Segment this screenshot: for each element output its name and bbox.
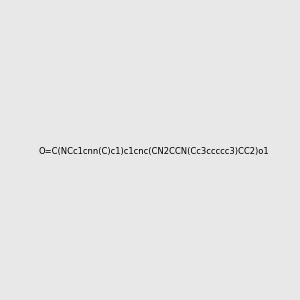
Text: O=C(NCc1cnn(C)c1)c1cnc(CN2CCN(Cc3ccccc3)CC2)o1: O=C(NCc1cnn(C)c1)c1cnc(CN2CCN(Cc3ccccc3)… bbox=[38, 147, 269, 156]
